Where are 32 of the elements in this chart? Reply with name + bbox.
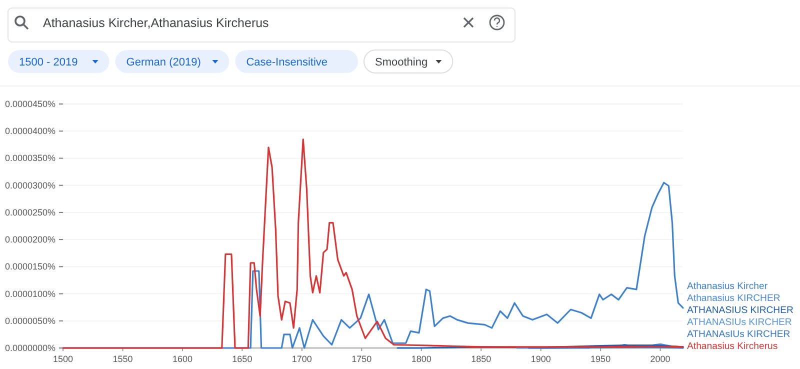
y-tick-label: 0.0000100% [5, 288, 56, 299]
y-tick-label: 0.0000400% [5, 126, 56, 136]
y-tick-label: 0.0000200% [5, 234, 56, 245]
text: Athanasius Kircher,Athanasius Kircherus [43, 16, 269, 30]
x-tick-label: 1850 [471, 354, 492, 364]
series-label: ATHANAsIUs KIRCHER [687, 328, 790, 340]
y-tick-label: 0.0000150% [5, 262, 56, 272]
x-tick-label: 1550 [112, 354, 133, 364]
series-label: Athanasius Kircherus [687, 340, 778, 352]
text: Smoothing [375, 56, 428, 68]
text: 1500 - 2019 [19, 56, 78, 68]
x-tick-label: 1500 [52, 354, 74, 364]
text: Case-Insensitive [246, 56, 328, 68]
text: ATHANASIUs KIRCHER [687, 316, 792, 328]
y-tick-label: 0.0000000% [5, 343, 56, 353]
text: ATHANASIUS KIRCHER [687, 304, 794, 316]
y-tick-label: 0.0000350% [5, 153, 56, 164]
x-tick-label: 1600 [172, 354, 192, 364]
text: German (2019) [126, 56, 201, 68]
series-label: Athanasius Kircher [687, 280, 768, 292]
x-tick-label: 1900 [530, 354, 551, 364]
x-tick-label: 1950 [590, 354, 611, 364]
y-tick-label: 0.0000250% [5, 207, 56, 218]
y-tick-label: 0.0000300% [5, 180, 56, 190]
x-tick-label: 1700 [292, 354, 312, 364]
text: Athanasius KIRCHER [687, 292, 780, 304]
x-tick-label: 1650 [232, 354, 252, 364]
x-tick-label: 2000 [650, 354, 670, 364]
x-tick-label: 1800 [411, 354, 432, 364]
x-tick-label: 1750 [352, 354, 372, 364]
y-tick-label: 0.0000450% [5, 99, 56, 109]
y-tick-label: 0.0000050% [5, 316, 56, 326]
